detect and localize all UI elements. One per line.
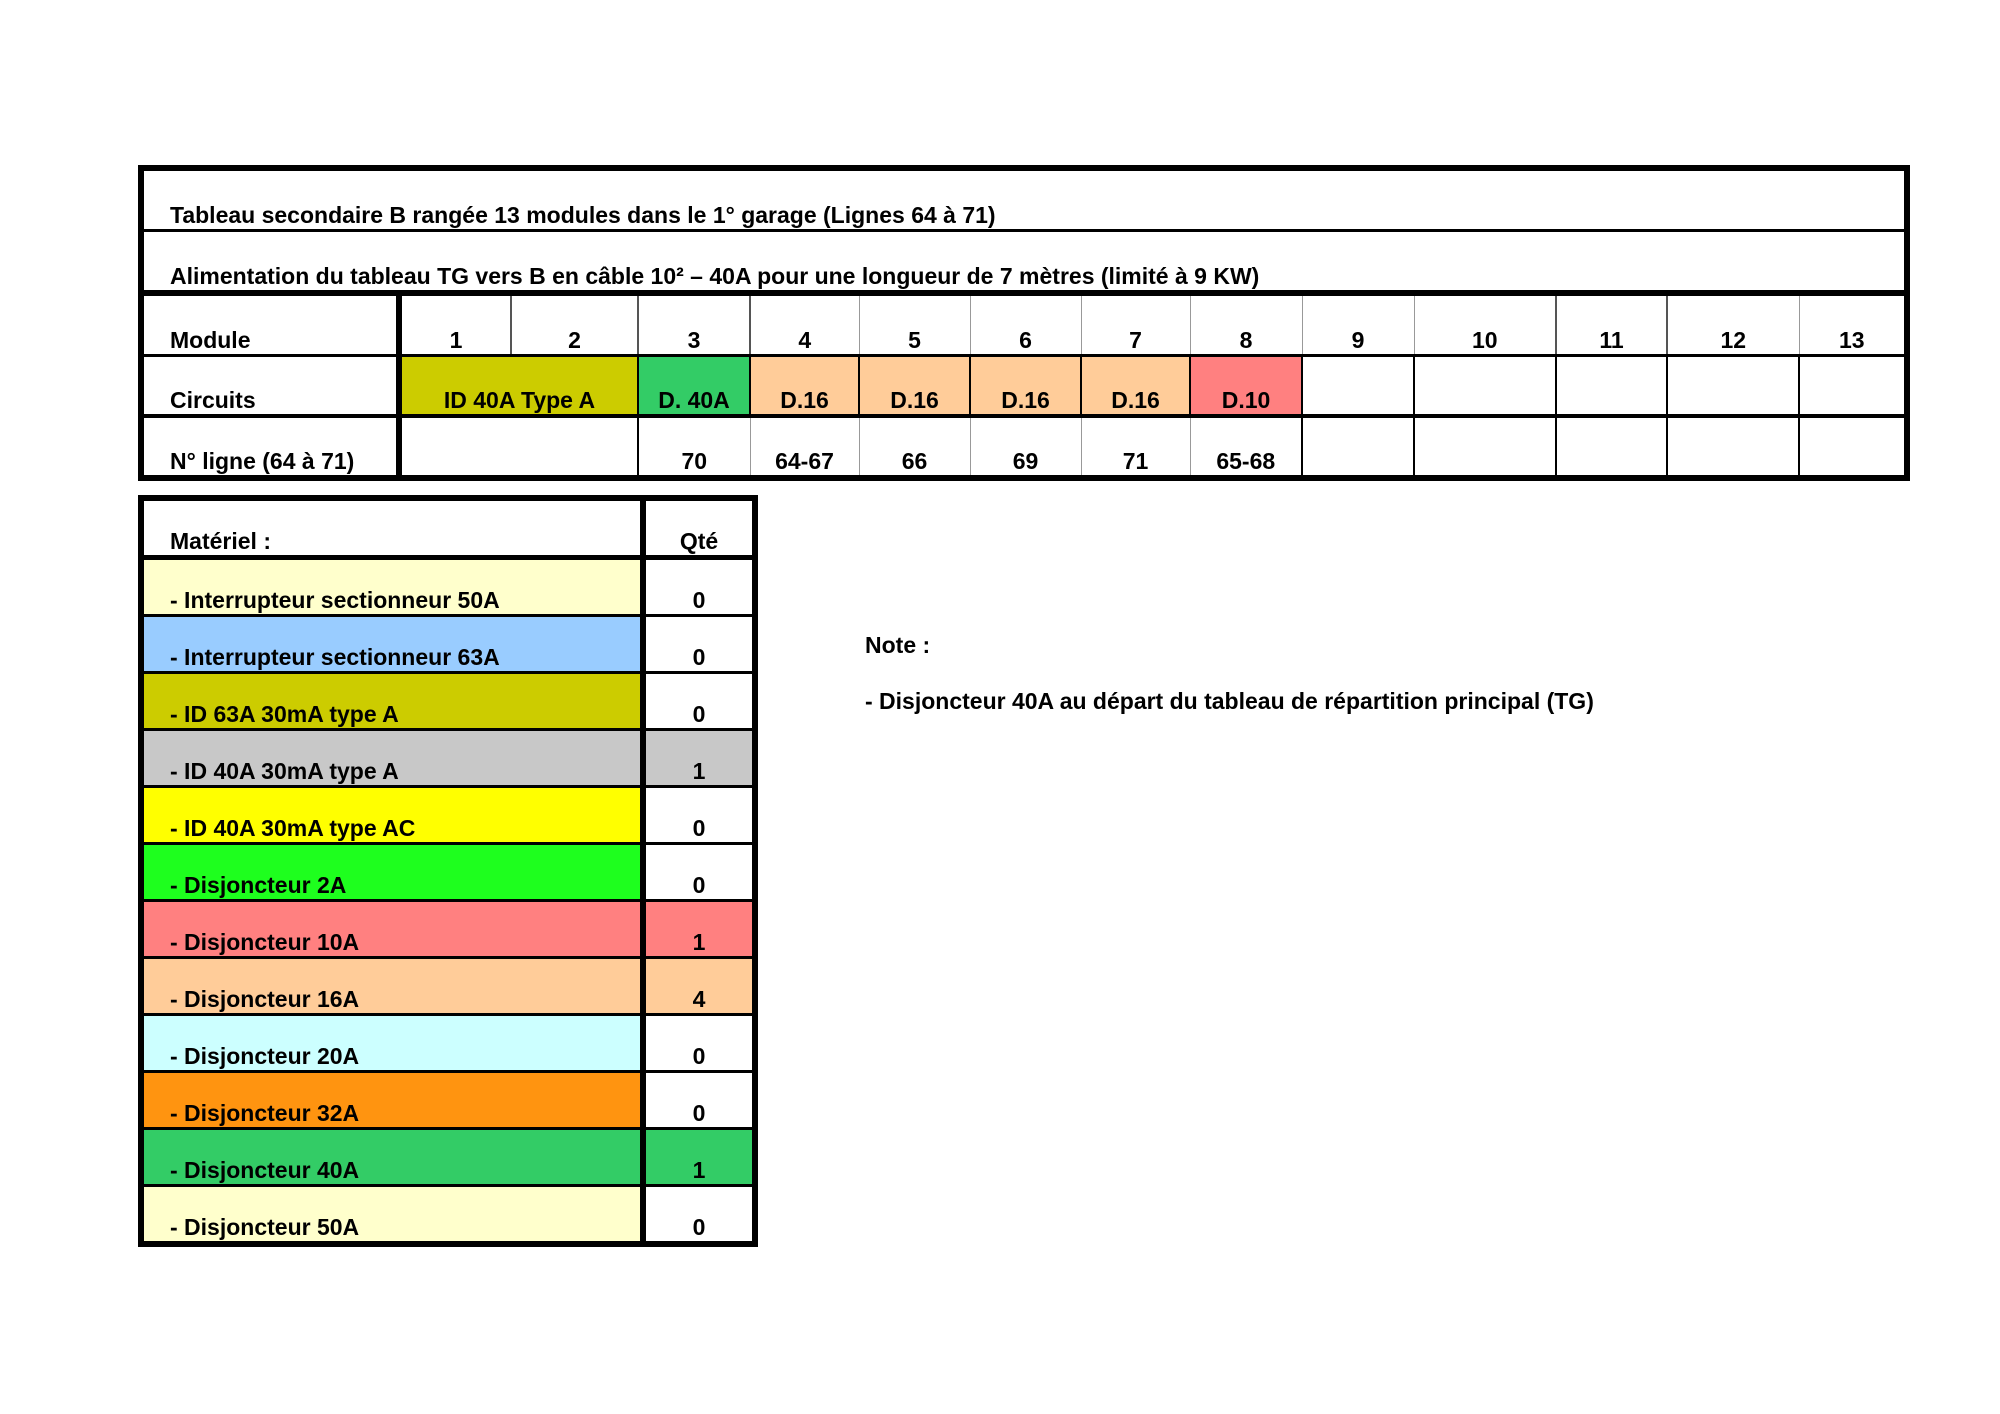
materiel-header: Matériel : xyxy=(141,498,646,560)
materiel-qty: 4 xyxy=(643,957,755,1016)
module-label: Module xyxy=(141,293,402,357)
circuit-cell: D.16 xyxy=(1080,355,1190,418)
circuit-cell xyxy=(1301,355,1414,418)
module-number: 2 xyxy=(510,293,638,357)
module-number: 3 xyxy=(637,293,750,357)
materiel-qty: 0 xyxy=(643,786,755,845)
ligne-cell: 64-67 xyxy=(749,416,859,478)
circuit-cell: D. 40A xyxy=(637,355,750,418)
feed-description: Alimentation du tableau TG vers B en câb… xyxy=(141,230,1908,296)
ligne-cell xyxy=(398,416,638,478)
materiel-qty: 0 xyxy=(643,1014,755,1073)
materiel-table: Matériel : Qté - Interrupteur sectionneu… xyxy=(138,495,758,1247)
module-number: 8 xyxy=(1189,293,1302,357)
materiel-row: - Disjoncteur 16A 4 xyxy=(141,957,755,1016)
materiel-row: - Interrupteur sectionneur 50A 0 xyxy=(141,557,755,617)
materiel-name: - Disjoncteur 16A xyxy=(141,957,646,1016)
circuit-cell: D.10 xyxy=(1189,355,1302,418)
ligne-cell: 71 xyxy=(1080,416,1190,478)
module-number: 4 xyxy=(749,293,859,357)
ligne-cell xyxy=(1413,416,1556,478)
materiel-qty: 0 xyxy=(643,1071,755,1130)
qty-header: Qté xyxy=(643,498,755,560)
materiel-name: - Disjoncteur 10A xyxy=(141,900,646,959)
materiel-name: - Interrupteur sectionneur 63A xyxy=(141,615,646,674)
materiel-name: - Disjoncteur 20A xyxy=(141,1014,646,1073)
materiel-qty: 1 xyxy=(643,900,755,959)
circuit-cell xyxy=(1413,355,1556,418)
circuit-cell: D.16 xyxy=(969,355,1081,418)
materiel-qty: 0 xyxy=(643,843,755,902)
materiel-name: - Interrupteur sectionneur 50A xyxy=(141,557,646,617)
materiel-row: - Disjoncteur 32A 0 xyxy=(141,1071,755,1130)
module-number: 9 xyxy=(1301,293,1414,357)
note-title: Note : xyxy=(865,632,931,658)
module-number: 5 xyxy=(858,293,970,357)
materiel-name: - ID 63A 30mA type A xyxy=(141,672,646,731)
materiel-name: - ID 40A 30mA type AC xyxy=(141,786,646,845)
materiel-row: - ID 40A 30mA type AC 0 xyxy=(141,786,755,845)
materiel-qty: 0 xyxy=(643,672,755,731)
ligne-cell: 65-68 xyxy=(1189,416,1302,478)
materiel-qty: 0 xyxy=(643,615,755,674)
ligne-cell xyxy=(1555,416,1667,478)
module-number: 7 xyxy=(1080,293,1190,357)
materiel-name: - Disjoncteur 2A xyxy=(141,843,646,902)
module-number: 10 xyxy=(1413,293,1556,357)
circuit-cell: ID 40A Type A xyxy=(398,355,638,418)
materiel-name: - Disjoncteur 40A xyxy=(141,1128,646,1187)
ligne-cell: 66 xyxy=(858,416,970,478)
materiel-row: - Interrupteur sectionneur 63A 0 xyxy=(141,615,755,674)
module-number: 11 xyxy=(1555,293,1667,357)
circuit-cell xyxy=(1555,355,1667,418)
ligne-cell: 70 xyxy=(637,416,750,478)
circuit-cell xyxy=(1666,355,1799,418)
circuits-label: Circuits xyxy=(141,355,402,418)
materiel-qty: 1 xyxy=(643,729,755,788)
module-number: 12 xyxy=(1666,293,1799,357)
materiel-row: - Disjoncteur 20A 0 xyxy=(141,1014,755,1073)
materiel-qty: 0 xyxy=(643,557,755,617)
materiel-qty: 0 xyxy=(643,1185,755,1244)
circuit-cell: D.16 xyxy=(749,355,859,418)
materiel-row: - Disjoncteur 50A 0 xyxy=(141,1185,755,1244)
module-number: 1 xyxy=(398,293,511,357)
module-number: 6 xyxy=(969,293,1081,357)
circuit-cell xyxy=(1797,355,1908,418)
ligne-cell xyxy=(1797,416,1908,478)
module-number: 13 xyxy=(1798,293,1908,357)
ligne-cell xyxy=(1666,416,1799,478)
ligne-cell: 69 xyxy=(969,416,1081,478)
module-table: Tableau secondaire B rangée 13 modules d… xyxy=(138,165,1911,481)
materiel-row: - Disjoncteur 2A 0 xyxy=(141,843,755,902)
materiel-row: - Disjoncteur 40A 1 xyxy=(141,1128,755,1187)
materiel-name: - ID 40A 30mA type A xyxy=(141,729,646,788)
materiel-qty: 1 xyxy=(643,1128,755,1187)
materiel-name: - Disjoncteur 32A xyxy=(141,1071,646,1130)
circuit-cell: D.16 xyxy=(858,355,970,418)
materiel-row: - Disjoncteur 10A 1 xyxy=(141,900,755,959)
table-title: Tableau secondaire B rangée 13 modules d… xyxy=(141,168,1908,232)
ligne-cell xyxy=(1301,416,1414,478)
materiel-name: - Disjoncteur 50A xyxy=(141,1185,646,1244)
ligne-label: N° ligne (64 à 71) xyxy=(141,416,402,478)
note-text: - Disjoncteur 40A au départ du tableau d… xyxy=(865,688,1594,714)
